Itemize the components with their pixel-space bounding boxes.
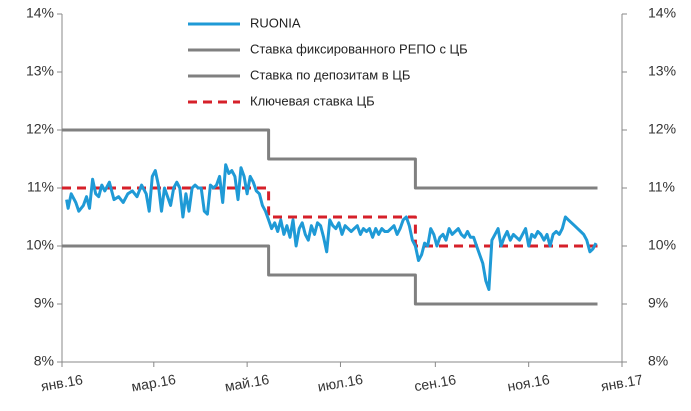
y2-tick-label: 8% bbox=[648, 353, 668, 369]
series-line bbox=[62, 186, 598, 248]
x-tick-label: янв.16 bbox=[40, 371, 85, 394]
y-tick-label: 12% bbox=[26, 121, 54, 137]
legend-label: Ставка фиксированного РЕПО с ЦБ bbox=[250, 41, 468, 56]
y-tick-label: 9% bbox=[34, 295, 54, 311]
y-tick-label: 8% bbox=[34, 353, 54, 369]
series-line bbox=[62, 244, 598, 306]
y2-tick-label: 12% bbox=[648, 121, 676, 137]
legend-label: Ставка по депозитам в ЦБ bbox=[250, 67, 410, 82]
y-tick-label: 11% bbox=[27, 179, 54, 195]
x-tick-label: май.16 bbox=[224, 371, 271, 395]
y2-tick-label: 11% bbox=[648, 179, 675, 195]
y-tick-label: 13% bbox=[26, 63, 54, 79]
y-tick-label: 10% bbox=[26, 237, 54, 253]
legend-label: RUONIA bbox=[250, 15, 301, 30]
y2-tick-label: 9% bbox=[648, 295, 668, 311]
x-tick-label: сен.16 bbox=[413, 371, 457, 394]
x-tick-label: ноя.16 bbox=[506, 371, 551, 394]
series-line bbox=[65, 163, 598, 291]
legend-label: Ключевая ставка ЦБ bbox=[250, 93, 375, 108]
x-tick-label: мар.16 bbox=[130, 371, 177, 395]
y2-tick-label: 14% bbox=[648, 5, 676, 21]
y-tick-label: 14% bbox=[26, 5, 54, 21]
x-tick-label: июл.16 bbox=[316, 371, 364, 395]
y2-tick-label: 10% bbox=[648, 237, 676, 253]
x-tick-label: янв.17 bbox=[600, 371, 645, 394]
y2-tick-label: 13% bbox=[648, 63, 676, 79]
series-line bbox=[62, 128, 598, 190]
